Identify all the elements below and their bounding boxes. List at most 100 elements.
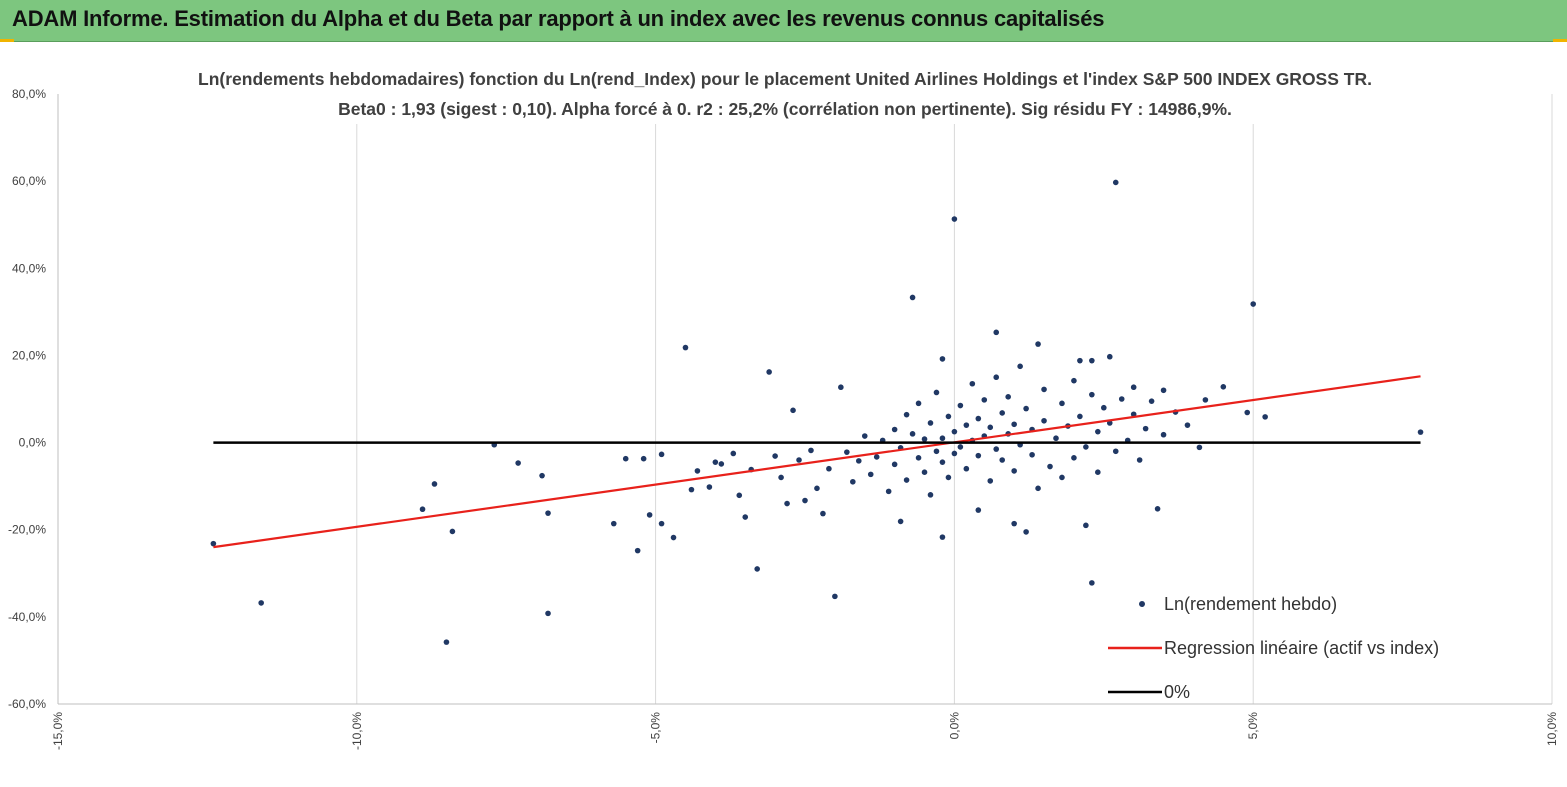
- data-point: [1083, 522, 1089, 529]
- regression-line: [213, 375, 1421, 549]
- data-point: [419, 506, 426, 513]
- data-point: [640, 455, 647, 462]
- data-point: [939, 534, 946, 540]
- data-point: [1154, 506, 1161, 512]
- data-point: [778, 474, 784, 481]
- data-point: [742, 514, 749, 520]
- legend-label: Ln(rendement hebdo): [1164, 594, 1337, 614]
- chart-subtitle: Beta0 : 1,93 (sigest : 0,10). Alpha forc…: [338, 99, 1232, 119]
- data-point: [820, 510, 826, 517]
- x-tick-label: 5,0%: [1246, 712, 1260, 740]
- data-point: [1417, 429, 1424, 435]
- x-tick-label: -10,0%: [350, 712, 364, 750]
- data-point: [927, 420, 934, 426]
- data-point: [802, 497, 808, 504]
- data-point: [1220, 384, 1227, 390]
- data-point: [951, 450, 958, 457]
- data-point: [515, 460, 521, 466]
- data-point: [885, 488, 892, 495]
- data-point: [969, 380, 976, 387]
- legend-label: Regression linéaire (actif vs index): [1164, 638, 1439, 658]
- data-point: [963, 422, 970, 428]
- data-point: [545, 510, 551, 516]
- data-point: [927, 492, 934, 498]
- data-point: [1089, 357, 1095, 364]
- data-point: [1160, 387, 1167, 394]
- data-point: [545, 610, 551, 617]
- data-point: [1089, 391, 1095, 398]
- data-point: [855, 458, 862, 464]
- data-point: [694, 468, 701, 474]
- data-point: [670, 534, 677, 541]
- data-point: [903, 477, 910, 483]
- data-point: [1053, 435, 1059, 442]
- data-point: [210, 540, 217, 547]
- data-point: [951, 428, 958, 435]
- data-point: [1011, 520, 1017, 527]
- corner-marker-left: [0, 39, 14, 42]
- data-point: [933, 448, 940, 455]
- data-point: [915, 400, 922, 407]
- data-point: [796, 457, 802, 463]
- data-point: [682, 344, 689, 351]
- y-tick-label: -20,0%: [8, 523, 46, 537]
- data-point: [999, 410, 1006, 416]
- data-point: [1112, 448, 1119, 455]
- axis-layer: -60,0% -40,0% -20,0% 0,0% 20,0% 40,0% 60,0% 80,…: [8, 87, 1559, 750]
- data-point: [814, 485, 820, 492]
- data-point: [1148, 398, 1155, 404]
- data-point: [1142, 425, 1149, 432]
- data-point: [790, 407, 796, 414]
- x-tick-label: 0,0%: [947, 712, 961, 740]
- data-point: [832, 593, 838, 600]
- corner-marker-right: [1553, 39, 1567, 42]
- title-background: [190, 62, 1380, 124]
- y-tick-label: 40,0%: [12, 261, 46, 275]
- data-point: [933, 389, 940, 396]
- data-point: [975, 452, 982, 459]
- data-point: [706, 484, 713, 490]
- legend: Ln(rendement hebdo) Regression linéaire (…: [1108, 594, 1439, 702]
- data-point: [1071, 455, 1077, 461]
- data-point: [1083, 444, 1089, 450]
- data-point: [850, 478, 856, 485]
- data-point: [1262, 414, 1268, 420]
- lines-layer: [213, 375, 1421, 549]
- data-point: [634, 547, 641, 554]
- data-point: [945, 474, 952, 481]
- data-point: [712, 459, 719, 465]
- data-point: [1059, 400, 1065, 407]
- data-point: [1202, 397, 1209, 403]
- data-point: [909, 431, 916, 437]
- data-point: [784, 500, 790, 507]
- data-point: [945, 413, 952, 420]
- data-point: [658, 451, 665, 458]
- data-point: [1089, 580, 1095, 586]
- data-point: [622, 455, 629, 462]
- data-point: [1035, 341, 1041, 347]
- data-point: [258, 600, 264, 606]
- data-point: [646, 512, 653, 518]
- data-point: [957, 402, 964, 409]
- data-point: [993, 374, 1000, 381]
- data-point: [1184, 422, 1191, 428]
- data-point: [1047, 463, 1053, 470]
- data-point: [891, 461, 898, 468]
- data-point: [903, 411, 910, 418]
- data-point: [963, 465, 970, 472]
- data-point: [1101, 404, 1107, 411]
- data-point: [1011, 468, 1017, 474]
- grid-layer: [356, 94, 1553, 704]
- data-point: [975, 415, 982, 422]
- data-point: [838, 384, 844, 391]
- data-point: [1071, 377, 1077, 384]
- data-point: [939, 435, 946, 442]
- data-point: [1077, 357, 1083, 364]
- report-title: ADAM Informe. Estimation du Alpha et du …: [12, 6, 1105, 31]
- points-layer: [210, 179, 1424, 645]
- title-layer: Ln(rendements hebdomadaires) fonction du…: [190, 62, 1380, 124]
- data-point: [999, 457, 1006, 463]
- y-tick-label: -60,0%: [8, 697, 46, 711]
- y-tick-label: 80,0%: [12, 87, 46, 101]
- report-banner: ADAM Informe. Estimation du Alpha et du …: [0, 0, 1567, 42]
